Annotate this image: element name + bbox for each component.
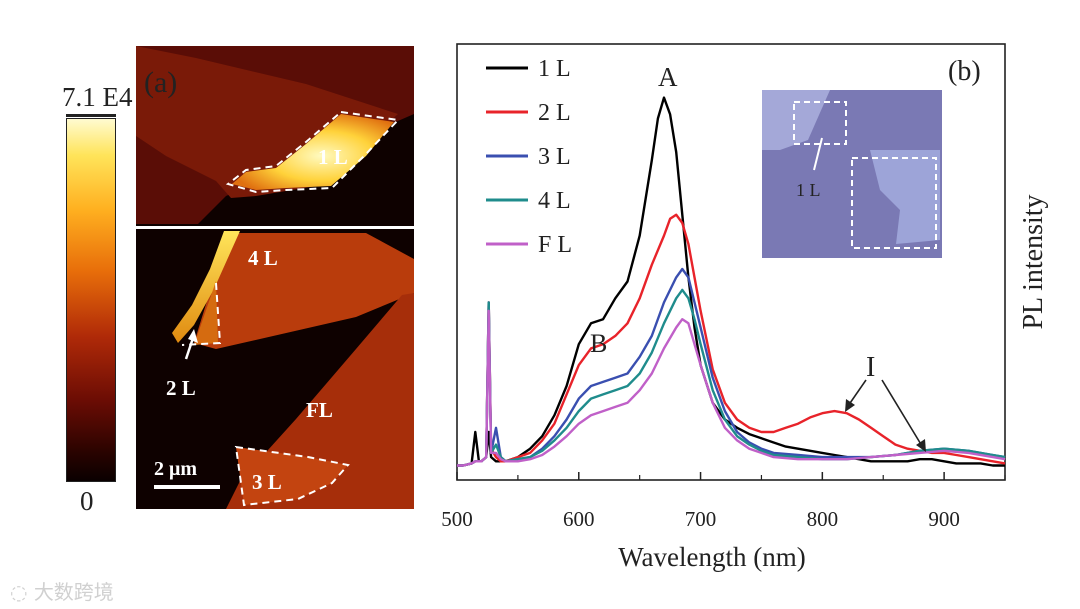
panel-b-letter: (b) <box>948 56 981 87</box>
micrograph-bottom-svg: 4 L 2 L FL 3 L 2 μm <box>154 231 414 509</box>
watermark-logo-icon: ◌ <box>10 580 28 604</box>
micrograph-bottom: 4 L 2 L FL 3 L 2 μm <box>136 229 414 509</box>
optical-inset: 1 L <box>762 90 942 258</box>
y-axis-label: PL intensity <box>1018 194 1049 329</box>
arrow-2L-head <box>188 329 198 343</box>
colorbar <box>66 118 116 482</box>
legend-label-fl: F L <box>538 232 572 258</box>
flake-1L-bright <box>232 114 394 190</box>
label-3L: 3 L <box>252 470 282 494</box>
colorbar-max-label: 7.1 E4 <box>62 82 133 112</box>
region-2L-outline <box>181 282 222 346</box>
peak-label-A: A <box>658 62 678 92</box>
colorbar-min-label: 0 <box>80 486 94 516</box>
arrow-I-right-head <box>916 439 926 452</box>
label-1L: 1 L <box>318 145 348 169</box>
watermark: ◌ 大数跨境 <box>10 576 114 605</box>
arrow-I-left-head <box>845 399 855 412</box>
x-tick-label-700: 700 <box>685 507 717 531</box>
flake-2L-bright <box>172 231 240 343</box>
label-2L: 2 L <box>166 376 196 400</box>
scale-bar <box>154 485 220 489</box>
peak-label-B: B <box>590 329 607 358</box>
inset-flake-2 <box>870 150 940 244</box>
legend-label-3l: 3 L <box>538 144 571 170</box>
plot-frame <box>456 43 1006 481</box>
series-line-1l <box>457 96 1005 467</box>
inset-box-large <box>851 157 937 249</box>
micrograph-top-svg: 1 L <box>136 46 414 224</box>
x-tick-label-900: 900 <box>928 507 960 531</box>
series-layer <box>457 96 1006 467</box>
x-tick-label-600: 600 <box>563 507 595 531</box>
flake-3L <box>236 447 348 505</box>
region-3L-outline <box>234 445 350 507</box>
flake-4L <box>194 233 414 349</box>
micrograph-top: 1 L <box>136 46 414 226</box>
inset-arrow <box>813 137 823 171</box>
legend-label-4l: 4 L <box>538 188 571 214</box>
inset-flake-1 <box>762 90 830 150</box>
legend: 1 L 2 L 3 L 4 L F L <box>486 56 572 258</box>
panel-a-letter: (a) <box>144 66 178 99</box>
label-FL: FL <box>306 398 333 422</box>
arrow-I-left-shaft <box>847 379 867 407</box>
scale-bar-label: 2 μm <box>154 458 197 480</box>
series-line-3l <box>457 267 1006 467</box>
legend-label-1l: 1 L <box>538 56 571 82</box>
inset-label-1L: 1 L <box>796 180 821 200</box>
watermark-text: 大数跨境 <box>33 580 114 604</box>
flake-2L-region <box>194 281 218 345</box>
arrow-I-right-shaft <box>881 379 923 447</box>
series-line-2l <box>457 213 1006 467</box>
region-1L-outline <box>225 110 401 194</box>
x-axis-label: Wavelength (nm) <box>618 542 806 572</box>
series-line-fl <box>457 309 1006 467</box>
x-tick-label-800: 800 <box>807 507 839 531</box>
legend-label-2l: 2 L <box>538 100 571 126</box>
colorbar-top-tick <box>66 114 116 117</box>
label-4L: 4 L <box>248 246 278 270</box>
x-tick-label-500: 500 <box>441 507 473 531</box>
x-ticks: 500 600 700 800 900 <box>441 472 1006 531</box>
peak-label-I: I <box>866 352 875 383</box>
